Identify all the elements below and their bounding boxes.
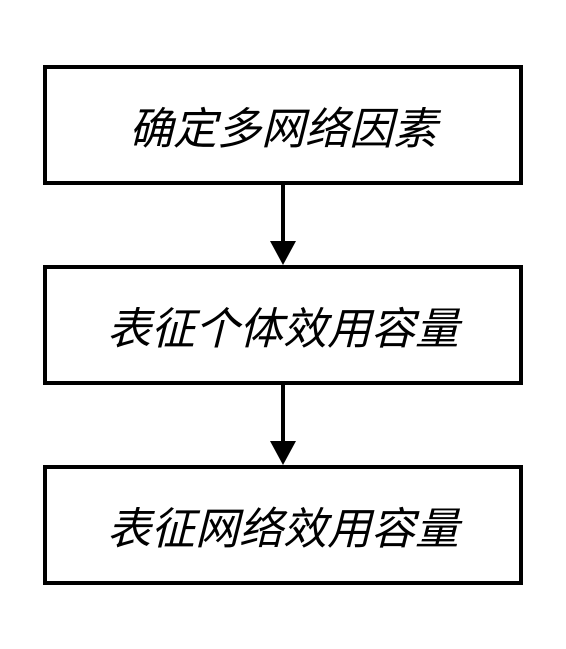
arrow-down-icon [268, 185, 298, 265]
flowchart: 确定多网络因素 表征个体效用容量 表征网络效用容量 [40, 65, 526, 585]
flowchart-node-2: 表征个体效用容量 [43, 265, 523, 385]
arrow-down-icon [268, 385, 298, 465]
flowchart-node-3: 表征网络效用容量 [43, 465, 523, 585]
flowchart-node-1: 确定多网络因素 [43, 65, 523, 185]
arrow-1-to-2 [268, 185, 298, 265]
arrow-2-to-3 [268, 385, 298, 465]
node-label: 确定多网络因素 [129, 93, 437, 157]
node-label: 表征网络效用容量 [107, 493, 459, 557]
node-label: 表征个体效用容量 [107, 293, 459, 357]
